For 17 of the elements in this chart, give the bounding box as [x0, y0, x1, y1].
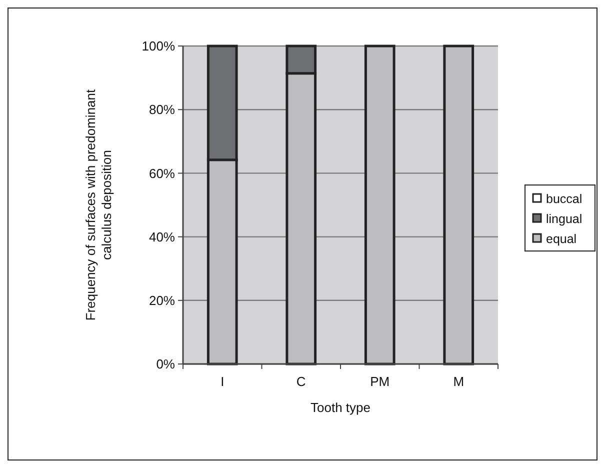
bar — [443, 44, 474, 366]
legend-label: equal — [546, 232, 577, 246]
x-tick-label: PM — [370, 374, 390, 389]
legend-label: buccal — [546, 192, 582, 206]
bar — [364, 44, 396, 366]
y-tick-label: 20% — [148, 292, 176, 308]
x-tick-label: I — [220, 374, 224, 389]
y-tick-label: 0% — [156, 356, 176, 372]
y-tick-label: 80% — [148, 102, 176, 118]
x-tick-label: C — [296, 374, 306, 389]
x-tick-label: M — [453, 374, 464, 389]
y-tick-label: 60% — [148, 166, 176, 181]
y-tick-label: 40% — [148, 229, 176, 244]
y-tick-label: 100% — [142, 38, 176, 54]
x-axis-title: Tooth type — [310, 400, 370, 415]
legend-label: lingual — [546, 212, 582, 226]
y-axis-title: Frequency of surfaces with predominant calculus deposition — [83, 89, 114, 321]
